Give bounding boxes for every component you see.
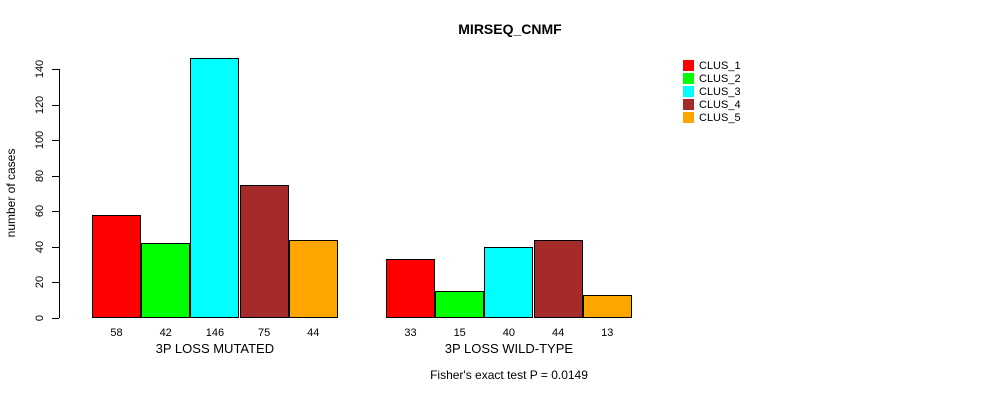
bar-clus_1 (386, 259, 435, 318)
legend-label: CLUS_4 (699, 98, 741, 111)
bar-clus_4 (533, 239, 583, 318)
legend-row-clus_4: CLUS_4 (683, 98, 741, 111)
bar-clus_4 (239, 184, 289, 318)
legend-label: CLUS_5 (699, 111, 741, 124)
group-label: 3P LOSS WILD-TYPE (444, 341, 574, 356)
bar-value-label: 40 (502, 327, 516, 339)
y-tick-label: 120 (34, 95, 46, 114)
bar-clus_2 (435, 291, 485, 318)
y-axis-line (59, 69, 60, 318)
legend-row-clus_5: CLUS_5 (683, 111, 741, 124)
chart-title: MIRSEQ_CNMF (458, 21, 562, 37)
y-tick-label: 0 (34, 314, 46, 322)
legend: CLUS_1 CLUS_2 CLUS_3 CLUS_4 CLUS_5 (683, 59, 741, 124)
legend-label: CLUS_1 (699, 59, 741, 72)
y-tick-label: 60 (34, 205, 46, 218)
y-tick-mark (52, 104, 59, 106)
legend-swatch-icon (683, 73, 694, 84)
bar-value-label: 58 (110, 327, 123, 339)
y-tick-label: 140 (34, 59, 46, 79)
y-tick-mark (52, 69, 59, 70)
bar-value-label: 44 (307, 327, 320, 339)
bar-value-label: 44 (551, 327, 565, 339)
bar-value-label: 13 (601, 327, 614, 339)
y-tick-label: 100 (34, 130, 46, 150)
footnote-text: Fisher's exact test P = 0.0149 (430, 368, 588, 382)
y-tick-label: 20 (34, 276, 46, 289)
y-tick-label: 80 (34, 169, 46, 182)
legend-swatch-icon (683, 86, 694, 97)
group-label: 3P LOSS MUTATED (155, 341, 275, 356)
y-tick-mark (52, 175, 59, 177)
bar-clus_1 (92, 214, 141, 318)
bar-clus_5 (288, 239, 338, 318)
y-tick-mark (52, 246, 59, 248)
y-axis-label: number of cases (4, 148, 18, 238)
legend-row-clus_2: CLUS_2 (683, 72, 741, 85)
y-tick-mark (52, 282, 59, 284)
y-tick-mark (52, 318, 59, 319)
y-tick-mark (52, 140, 59, 142)
bar-clus_3 (484, 246, 534, 318)
bar-clus_2 (141, 243, 191, 318)
legend-row-clus_1: CLUS_1 (683, 59, 741, 72)
bar-value-label: 42 (159, 327, 172, 339)
legend-label: CLUS_2 (699, 72, 741, 85)
legend-swatch-icon (683, 112, 694, 123)
legend-label: CLUS_3 (699, 85, 741, 98)
bar-value-label: 15 (453, 327, 466, 339)
legend-swatch-icon (683, 99, 694, 110)
legend-swatch-icon (683, 60, 694, 71)
bar-value-label: 146 (205, 327, 225, 339)
bar-value-label: 33 (404, 327, 417, 339)
bar-value-label: 75 (257, 327, 271, 339)
legend-row-clus_3: CLUS_3 (683, 85, 741, 98)
bar-clus_3 (190, 58, 240, 318)
y-tick-label: 40 (34, 240, 46, 253)
bar-clus_5 (582, 294, 632, 318)
y-tick-mark (52, 211, 59, 213)
